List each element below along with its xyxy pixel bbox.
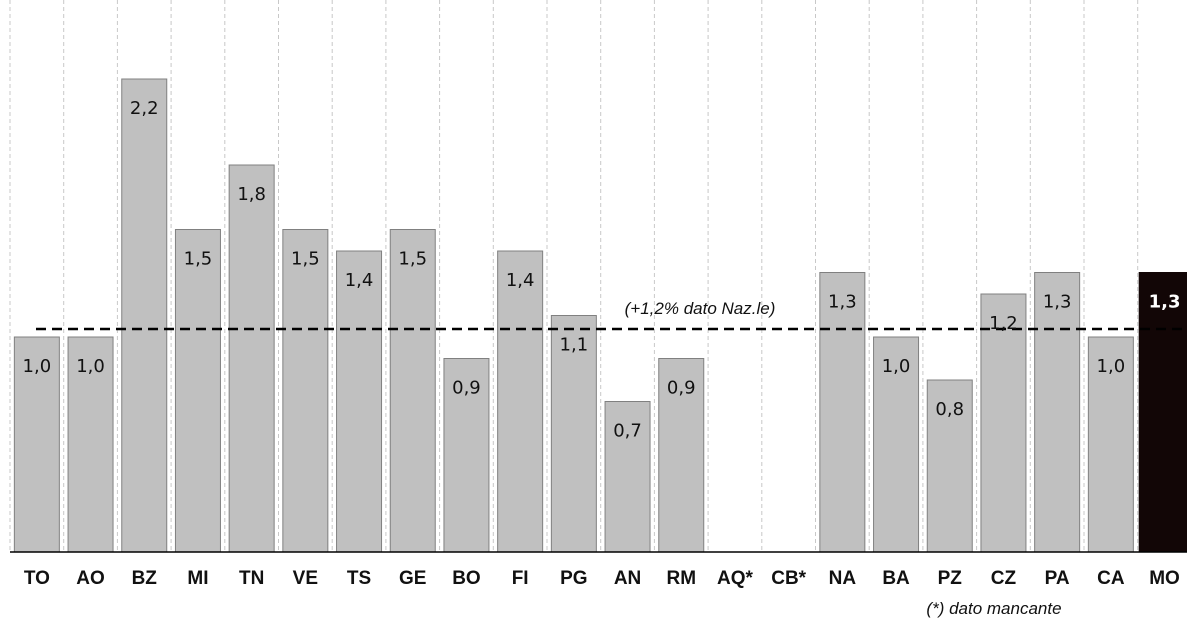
bar-value-label: 1,4 bbox=[506, 270, 535, 291]
x-tick-label: PG bbox=[560, 568, 587, 589]
bar-bz bbox=[121, 78, 168, 553]
bar-na bbox=[819, 272, 866, 553]
bar-mi bbox=[174, 229, 221, 553]
x-tick-label: BO bbox=[452, 568, 481, 589]
bar-value-label: 1,3 bbox=[1149, 292, 1181, 313]
bar-value-label: 1,0 bbox=[76, 356, 105, 377]
bar-ve bbox=[282, 229, 329, 553]
x-tick-label: CB* bbox=[771, 568, 806, 589]
x-tick-label: BA bbox=[882, 568, 910, 589]
x-tick-label: CZ bbox=[991, 568, 1017, 589]
x-tick-label: GE bbox=[399, 568, 426, 589]
x-tick-label: PA bbox=[1045, 568, 1070, 589]
bar-value-label: 1,0 bbox=[1097, 356, 1126, 377]
bars bbox=[13, 78, 1187, 553]
bar-tn bbox=[228, 164, 275, 553]
footnote: (*) dato mancante bbox=[926, 599, 1061, 618]
x-tick-label: AN bbox=[614, 568, 641, 589]
x-tick-label: MI bbox=[187, 568, 208, 589]
x-tick-label: MO bbox=[1149, 568, 1180, 589]
bar-value-label: 2,2 bbox=[130, 98, 159, 119]
x-tick-label: TO bbox=[24, 568, 50, 589]
bar-rm bbox=[658, 358, 705, 553]
x-tick-label: FI bbox=[512, 568, 529, 589]
x-tick-label: TN bbox=[239, 568, 264, 589]
bar-cz bbox=[980, 293, 1027, 553]
bar-pg bbox=[550, 315, 597, 553]
bar-pz bbox=[926, 379, 973, 553]
bar-value-label: 0,8 bbox=[935, 399, 964, 420]
bar-pa bbox=[1034, 272, 1081, 553]
bar-value-label: 1,5 bbox=[291, 249, 320, 270]
bar-value-label: 1,5 bbox=[184, 249, 213, 270]
bar-ge bbox=[389, 229, 436, 553]
bar-value-label: 1,3 bbox=[828, 292, 857, 313]
bar-bo bbox=[443, 358, 490, 553]
bar-value-label: 1,0 bbox=[23, 356, 52, 377]
x-tick-label: TS bbox=[347, 568, 371, 589]
x-tick-label: RM bbox=[666, 568, 696, 589]
reference-line-label: (+1,2% dato Naz.le) bbox=[625, 299, 776, 318]
bar-ca bbox=[1087, 336, 1134, 553]
bar-value-label: 1,5 bbox=[398, 249, 427, 270]
x-tick-label: AO bbox=[76, 568, 105, 589]
bar-to bbox=[13, 336, 60, 553]
bar-value-label: 1,1 bbox=[560, 335, 589, 356]
bar-value-label: 0,9 bbox=[452, 378, 481, 399]
bar-value-label: 1,4 bbox=[345, 270, 374, 291]
bar-ao bbox=[67, 336, 114, 553]
bar-fi bbox=[497, 250, 544, 553]
value-labels: 1,0 1,0 2,2 1,5 1,8 1,5 1,4 1,5 0,9 1,4 1,1 0,7 0,9 1… bbox=[23, 98, 1181, 442]
x-tick-label: VE bbox=[293, 568, 318, 589]
bar-an bbox=[604, 401, 651, 553]
bar-ts bbox=[336, 250, 383, 553]
bar-value-label: 0,7 bbox=[613, 421, 642, 442]
bar-value-label: 1,8 bbox=[237, 184, 266, 205]
x-tick-label: BZ bbox=[132, 568, 158, 589]
x-axis-tick-labels: TO AO BZ MI TN VE TS GE BO FI PG AN RM AQ* CB* NA BA PZ CZ… bbox=[24, 568, 1180, 589]
x-tick-label: NA bbox=[829, 568, 857, 589]
bar-ba bbox=[873, 336, 920, 553]
bar-mo bbox=[1138, 272, 1187, 553]
bar-value-label: 1,3 bbox=[1043, 292, 1072, 313]
x-tick-label: PZ bbox=[938, 568, 963, 589]
bar-value-label: 0,9 bbox=[667, 378, 696, 399]
x-tick-label: CA bbox=[1097, 568, 1125, 589]
x-tick-label: AQ* bbox=[717, 568, 754, 589]
bar-value-label: 1,2 bbox=[989, 313, 1018, 334]
grid-lines bbox=[9, 0, 1139, 552]
bar-value-label: 1,0 bbox=[882, 356, 911, 377]
